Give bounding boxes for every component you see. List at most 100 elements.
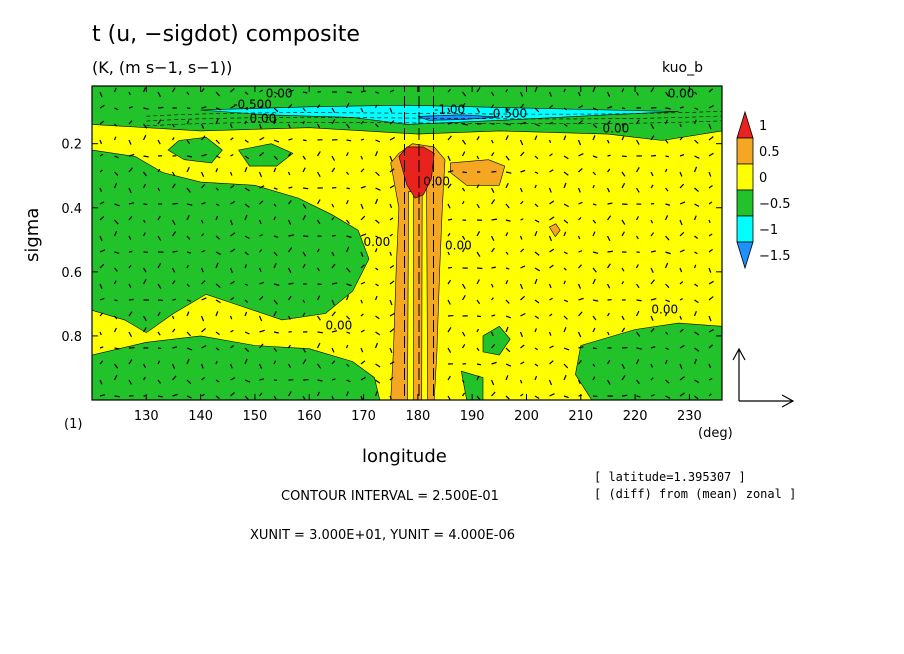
- wind-vector: [157, 91, 162, 98]
- wind-vector: [606, 235, 611, 242]
- wind-vector: [650, 298, 657, 301]
- wind-vector: [331, 234, 336, 237]
- wind-vector: [621, 315, 625, 321]
- wind-vector: [679, 201, 686, 205]
- wind-vector: [578, 217, 582, 221]
- wind-vector: [476, 230, 481, 237]
- wind-vector: [635, 91, 639, 96]
- wind-vector: [345, 102, 350, 109]
- wind-vector: [215, 139, 220, 145]
- wind-vector: [288, 186, 293, 189]
- wind-vector: [244, 235, 250, 239]
- x-tick-label: 150: [243, 409, 268, 424]
- x-axis: 130 140 150 160 170 180 190 200 210 220 230: [134, 86, 702, 424]
- wind-vector: [215, 262, 219, 269]
- wind-vector: [621, 363, 626, 370]
- wind-vector: [114, 347, 120, 350]
- wind-vector: [606, 187, 610, 193]
- wind-vector: [215, 251, 221, 255]
- x-unit-label: (deg): [698, 426, 733, 441]
- wind-vector: [679, 219, 683, 226]
- wind-vector: [273, 251, 278, 257]
- x-tick-label: 130: [134, 409, 159, 424]
- wind-vector: [302, 107, 306, 112]
- wind-vector: [650, 279, 655, 285]
- wind-vector: [346, 331, 351, 334]
- wind-vector: [186, 283, 190, 288]
- wind-vector: [331, 263, 336, 269]
- wind-vector: [171, 137, 175, 141]
- wind-vector: [186, 235, 191, 240]
- contour-label: 0.00: [668, 87, 695, 101]
- wind-vector: [476, 363, 482, 366]
- wind-vector: [346, 187, 350, 190]
- wind-vector: [548, 235, 553, 242]
- wind-vector: [244, 251, 249, 256]
- wind-vector: [360, 168, 365, 173]
- plot-frame: [91, 85, 723, 401]
- wind-vector: [650, 346, 656, 349]
- wind-vector: [114, 267, 118, 272]
- wind-vector: [128, 311, 133, 317]
- wind-vector: [534, 135, 538, 141]
- run-label: kuo_b: [662, 60, 704, 76]
- wind-vector: [171, 183, 176, 189]
- wind-vector: [259, 185, 265, 189]
- y-tick-label: 0.2: [61, 138, 82, 153]
- wind-vector: [708, 363, 712, 369]
- wind-vector: [548, 91, 552, 97]
- wind-vector: [461, 294, 466, 301]
- wind-vector: [375, 171, 380, 177]
- contour-region-orange: [390, 143, 446, 400]
- wind-vector: [287, 315, 291, 320]
- wind-vector: [374, 248, 378, 253]
- contour-label: 0.00: [364, 235, 391, 249]
- wind-vector: [621, 182, 626, 189]
- wind-vector: [505, 315, 512, 319]
- wind-vector: [708, 377, 713, 381]
- wind-vector: [128, 167, 133, 173]
- wind-vector: [128, 91, 131, 96]
- wind-vector: [534, 123, 540, 127]
- wind-vector: [215, 379, 220, 383]
- wind-vector: [679, 249, 685, 253]
- wind-vector: [664, 119, 669, 125]
- wind-vector: [244, 283, 249, 286]
- wind-vector: [345, 246, 350, 253]
- wind-vector: [389, 265, 395, 269]
- wind-vector: [113, 136, 117, 141]
- wind-vector: [201, 106, 207, 109]
- wind-vector: [374, 391, 378, 397]
- wind-vector: [244, 214, 248, 221]
- wind-vector: [302, 120, 305, 125]
- wind-vector: [389, 299, 393, 306]
- wind-vector: [519, 235, 523, 240]
- wind-vector: [694, 107, 699, 111]
- wind-vector: [447, 155, 451, 162]
- wind-vector: [375, 267, 379, 271]
- wind-vector: [534, 251, 540, 256]
- wind-vector: [113, 182, 118, 189]
- wind-vector: [679, 281, 684, 285]
- wind-vector: [549, 121, 554, 125]
- wind-vector: [244, 264, 247, 269]
- wind-vector: [171, 363, 176, 369]
- wind-vector: [563, 299, 569, 303]
- wind-vector: [520, 248, 525, 253]
- wind-vector: [577, 283, 582, 289]
- wind-vector: [592, 376, 596, 381]
- wind-vector: [607, 202, 613, 205]
- wind-vector: [534, 299, 540, 304]
- wind-vector: [200, 315, 205, 322]
- wind-vector: [244, 358, 248, 365]
- wind-vector: [244, 187, 250, 192]
- wind-vector: [345, 391, 349, 397]
- wind-vector: [447, 347, 452, 354]
- x-tick-label: 210: [568, 409, 593, 424]
- wind-vector: [186, 251, 191, 254]
- wind-vector: [578, 250, 583, 253]
- wind-vector: [374, 151, 379, 157]
- wind-vector: [519, 187, 523, 193]
- wind-vector: [215, 235, 220, 240]
- wind-vector: [505, 232, 509, 237]
